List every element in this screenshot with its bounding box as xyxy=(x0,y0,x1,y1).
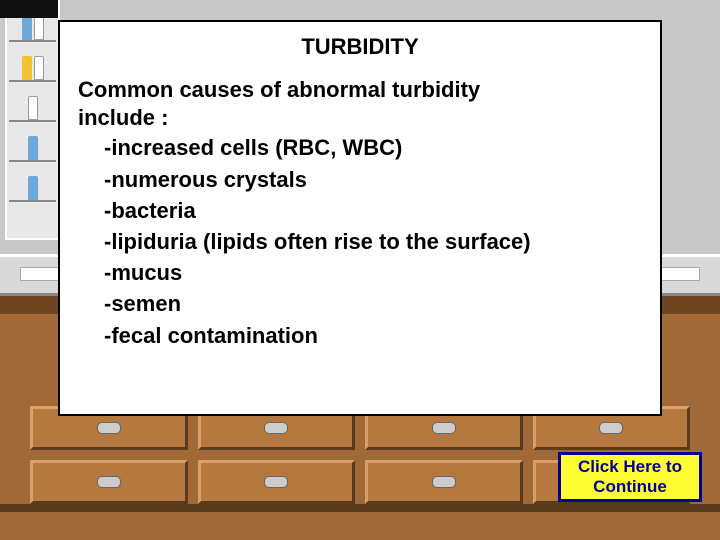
list-item: -fecal contamination xyxy=(104,320,642,351)
drawer xyxy=(198,460,356,504)
card-title: TURBIDITY xyxy=(78,34,642,60)
lead-line-2: include : xyxy=(78,105,168,130)
chemical-shelf xyxy=(5,0,60,240)
list-item: -numerous crystals xyxy=(104,164,642,195)
list-item: -mucus xyxy=(104,257,642,288)
drawer xyxy=(30,460,188,504)
list-item: -bacteria xyxy=(104,195,642,226)
continue-button[interactable]: Click Here to Continue xyxy=(558,452,702,502)
list-item: -lipiduria (lipids often rise to the sur… xyxy=(104,226,642,257)
list-item: -semen xyxy=(104,288,642,319)
continue-line-2: Continue xyxy=(593,477,667,496)
continue-text: Click Here to Continue xyxy=(578,457,682,498)
lead-line-1: Common causes of abnormal turbidity xyxy=(78,77,480,102)
continue-line-1: Click Here to xyxy=(578,457,682,476)
card-lead: Common causes of abnormal turbidity incl… xyxy=(78,76,642,132)
info-card: TURBIDITY Common causes of abnormal turb… xyxy=(58,20,662,416)
drawer xyxy=(365,460,523,504)
list-item: -increased cells (RBC, WBC) xyxy=(104,132,642,163)
card-items: -increased cells (RBC, WBC) -numerous cr… xyxy=(78,132,642,351)
